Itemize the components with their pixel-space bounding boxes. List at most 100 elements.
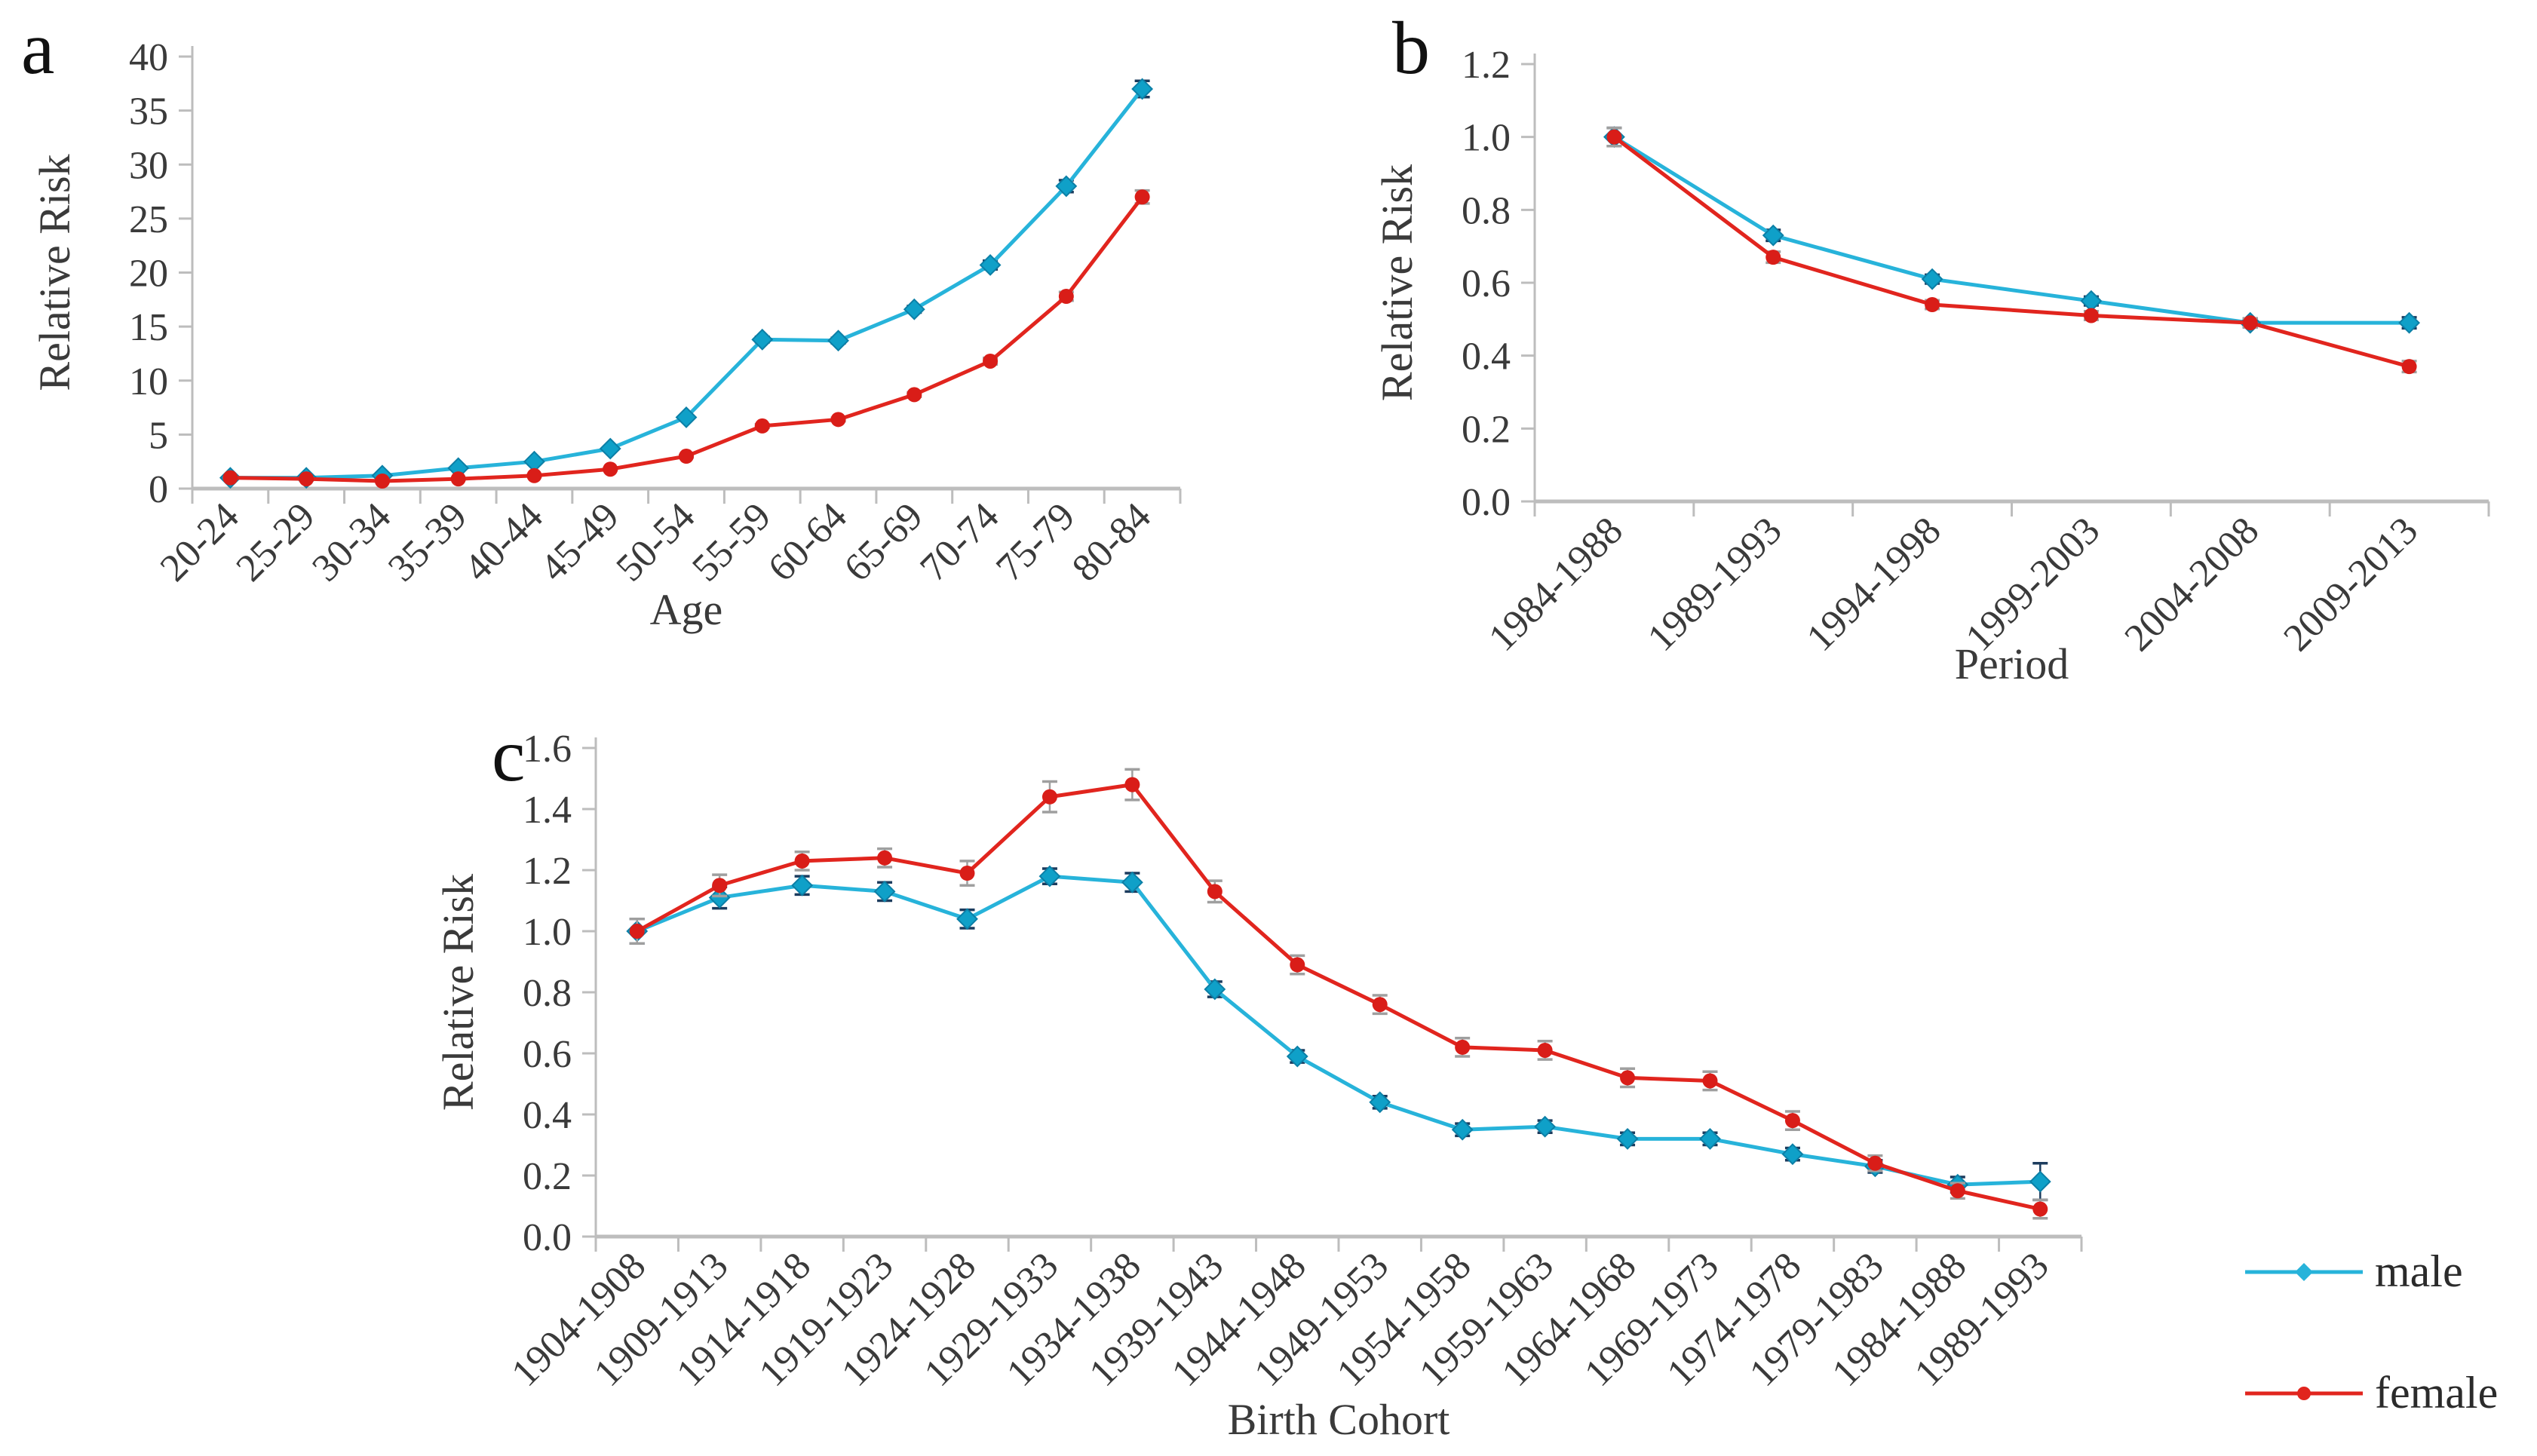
y-axis-ticks: 0.0 0.2 0.4 0.6 0.8 1.0 1.2 <box>1462 44 1535 524</box>
data-point-marker <box>2032 1201 2048 1217</box>
male-error-bars <box>629 867 2048 1202</box>
data-point-marker <box>1451 1118 1474 1141</box>
x-axis-ticks: 1984-1988 1989-1993 1994-1998 1999-2003 2004… <box>1480 501 2490 660</box>
x-tick-label: 1989-1993 <box>1640 509 1790 660</box>
female-error-bars <box>629 768 2048 1220</box>
y-tick-label: 0.2 <box>523 1155 572 1198</box>
data-point-marker <box>222 470 238 486</box>
data-point-marker <box>1699 1127 1721 1150</box>
female-legend-marker <box>2297 1386 2311 1400</box>
y-axis-ticks: 0 5 10 15 20 25 30 35 40 <box>129 36 192 511</box>
data-point-marker <box>827 330 849 352</box>
data-point-marker <box>1702 1073 1718 1089</box>
panel-label-b: b <box>1392 6 1430 90</box>
data-point-marker <box>599 437 621 460</box>
male-line <box>1612 135 2412 325</box>
x-tick-label: 2004-2008 <box>2117 509 2268 660</box>
data-point-marker <box>1867 1155 1883 1171</box>
female-error-bars <box>222 189 1150 483</box>
data-point-marker <box>1781 1143 1804 1166</box>
data-point-marker <box>907 387 922 403</box>
female-markers <box>222 189 1150 489</box>
series-female <box>629 768 2048 1220</box>
data-point-marker <box>1207 884 1222 900</box>
data-point-marker <box>2083 308 2099 323</box>
x-tick-label: 35-39 <box>380 495 475 590</box>
y-axis-title: Relative Risk <box>30 154 79 391</box>
y-tick-label: 0.6 <box>1462 262 1511 305</box>
male-legend-marker <box>2295 1262 2313 1281</box>
x-tick-label: 45-49 <box>532 495 627 590</box>
y-tick-label: 1.0 <box>1462 117 1511 160</box>
y-tick-label: 10 <box>129 360 168 403</box>
data-point-marker <box>754 418 770 434</box>
y-tick-label: 1.6 <box>523 728 572 771</box>
data-point-marker <box>1121 871 1143 894</box>
data-point-marker <box>712 878 728 894</box>
data-point-marker <box>1055 175 1078 198</box>
data-point-marker <box>1372 997 1388 1013</box>
data-point-marker <box>1369 1091 1391 1114</box>
x-tick-label: 1999-2003 <box>1958 509 2109 660</box>
chart-a-relative-risk-by-age: 0 5 10 15 20 25 30 35 40 20-2425-2930-3435-3940-4… <box>30 36 1182 634</box>
legend-label-male: male <box>2375 1246 2463 1296</box>
data-point-marker <box>873 880 896 903</box>
y-tick-label: 0.6 <box>523 1033 572 1076</box>
series-female <box>222 189 1150 489</box>
axes <box>191 46 1180 491</box>
y-axis-ticks: 0.0 0.2 0.4 0.6 0.8 1.0 1.2 1.4 1.6 <box>523 728 596 1259</box>
female-markers <box>629 777 2048 1217</box>
data-point-marker <box>2398 311 2420 334</box>
x-tick-label: 70-74 <box>912 495 1007 590</box>
y-tick-label: 0.4 <box>523 1094 572 1137</box>
data-point-marker <box>1290 957 1305 973</box>
x-axis-ticks: 20-2425-2930-3435-3940-4445-4950-5455-59… <box>152 489 1182 590</box>
female-line-icon <box>2245 1386 2363 1400</box>
y-tick-label: 1.4 <box>523 789 572 832</box>
data-point-marker <box>1606 129 1622 145</box>
y-tick-label: 0.0 <box>1462 481 1511 524</box>
data-point-marker <box>2080 290 2103 312</box>
data-point-marker <box>1537 1042 1553 1058</box>
data-point-marker <box>1784 1113 1800 1129</box>
male-markers <box>219 78 1154 489</box>
female-line <box>228 195 1145 483</box>
data-point-marker <box>1534 1115 1557 1138</box>
x-tick-label: 65-69 <box>836 495 931 590</box>
y-tick-label: 40 <box>129 36 168 79</box>
female-line <box>635 783 2042 1212</box>
y-tick-label: 5 <box>149 414 168 457</box>
data-point-marker <box>1921 268 1943 290</box>
data-point-marker <box>1286 1045 1308 1068</box>
male-line <box>635 874 2042 1187</box>
data-point-marker <box>1950 1183 1965 1199</box>
data-point-marker <box>1124 777 1140 792</box>
data-point-marker <box>1620 1070 1636 1086</box>
y-axis-title: Relative Risk <box>1373 164 1422 401</box>
y-tick-label: 20 <box>129 253 168 296</box>
male-error-bars <box>1606 126 2417 330</box>
data-point-marker <box>903 298 925 320</box>
x-axis-title: Birth Cohort <box>1228 1395 1450 1444</box>
data-point-marker <box>679 449 694 464</box>
data-point-marker <box>1455 1039 1471 1055</box>
data-point-marker <box>1925 297 1940 312</box>
x-tick-label: 30-34 <box>304 495 399 590</box>
data-point-marker <box>2401 359 2417 375</box>
data-point-marker <box>1204 978 1226 1001</box>
male-line-icon <box>2245 1262 2363 1281</box>
panel-label-a: a <box>21 6 55 90</box>
y-tick-label: 0.2 <box>1462 408 1511 451</box>
x-tick-label: 1984-1988 <box>1480 509 1631 660</box>
male-markers <box>1603 126 2420 334</box>
x-axis-title: Age <box>650 585 723 634</box>
y-tick-label: 0.8 <box>523 972 572 1015</box>
legend-item-male: male <box>2244 1246 2498 1298</box>
data-point-marker <box>1765 250 1781 265</box>
data-point-marker <box>1762 224 1784 247</box>
y-tick-label: 1.0 <box>523 911 572 954</box>
x-tick-label: 55-59 <box>684 495 779 590</box>
y-tick-label: 25 <box>129 198 168 241</box>
axes <box>594 737 2081 1239</box>
